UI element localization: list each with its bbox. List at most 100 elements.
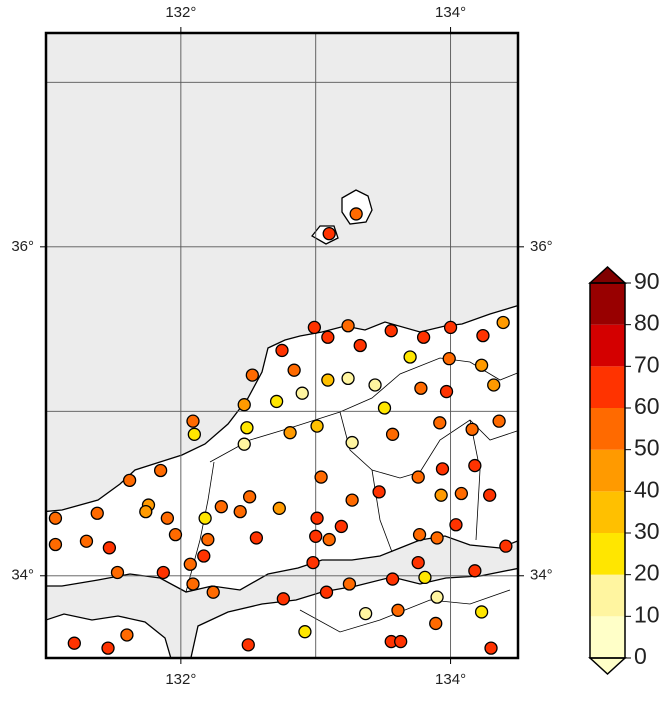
station (435, 462, 450, 476)
station (198, 511, 212, 525)
station (474, 358, 489, 372)
colorbar-tick-label: 90 (634, 268, 660, 294)
station (101, 641, 115, 655)
station (237, 398, 251, 412)
station (403, 350, 417, 364)
station (411, 470, 425, 484)
station (377, 401, 392, 415)
station (160, 511, 175, 525)
station (385, 427, 400, 441)
station (341, 319, 355, 333)
station (385, 572, 400, 586)
colorbar-tick-label: 50 (634, 435, 660, 461)
colorbar-tick-label: 40 (634, 476, 660, 502)
station (342, 577, 357, 591)
station (321, 373, 335, 387)
station (319, 585, 334, 599)
colorbar-tick-label: 30 (634, 518, 660, 544)
colorbar-bin (590, 616, 625, 658)
station (122, 473, 137, 488)
station (186, 577, 200, 591)
x-tick-label: 132° (165, 671, 196, 688)
station (483, 488, 497, 502)
colorbar-bin (590, 283, 625, 325)
station (307, 320, 322, 335)
station (439, 384, 454, 399)
station (249, 531, 264, 545)
station (484, 641, 498, 655)
station (368, 378, 382, 392)
station (276, 592, 290, 606)
station (306, 555, 320, 570)
station (430, 590, 444, 604)
colorbar-tick-label: 80 (634, 310, 660, 336)
colorbar-bin (590, 574, 625, 617)
station (90, 506, 104, 520)
station (349, 207, 363, 221)
colorbar-tick-label: 70 (634, 351, 660, 377)
station (391, 603, 405, 617)
station (321, 330, 335, 344)
station (433, 416, 447, 430)
colorbar-frame (589, 282, 626, 659)
station (48, 511, 63, 525)
station (322, 532, 336, 547)
island-oki-dogo (341, 189, 373, 225)
stations (48, 207, 513, 655)
station (120, 628, 134, 642)
y-tick-label: 36° (11, 238, 34, 255)
station (487, 378, 501, 392)
station (449, 518, 463, 532)
station (233, 504, 247, 519)
station (298, 625, 312, 639)
station (269, 394, 284, 409)
station (201, 532, 215, 547)
station (272, 501, 286, 515)
station (156, 565, 170, 580)
station (48, 537, 63, 552)
station (295, 386, 309, 400)
station (353, 338, 367, 353)
station (474, 605, 489, 619)
station (287, 363, 301, 377)
colorbar-bin (590, 324, 625, 367)
colorbar-tick-label: 60 (634, 393, 660, 419)
station (454, 486, 469, 501)
station (492, 414, 506, 428)
station (430, 531, 444, 545)
colorbar: 0 10 20 30 40 50 60 70 80 90 (588, 265, 660, 676)
station (187, 427, 201, 441)
station (242, 490, 257, 504)
station (443, 320, 458, 335)
station (465, 422, 479, 437)
station (384, 324, 398, 338)
station (345, 493, 359, 507)
station (186, 414, 200, 428)
colorbar-under (588, 657, 627, 676)
station (206, 585, 220, 599)
station (310, 419, 324, 433)
station (197, 549, 211, 563)
graticule: 132° 132° 134° 134° 34° 34° 36° 36° (11, 4, 552, 688)
station (183, 557, 197, 571)
station (139, 504, 153, 519)
colorbar-bin (590, 533, 625, 575)
x-tick-label: 132° (165, 4, 196, 21)
y-tick-label: 34° (530, 567, 553, 584)
colorbar-bin (590, 408, 625, 450)
station (416, 330, 431, 344)
station (275, 343, 289, 358)
station (496, 315, 510, 330)
x-tick-label: 134° (435, 671, 466, 688)
station (168, 527, 183, 542)
station (418, 570, 432, 585)
y-tick-label: 36° (530, 238, 553, 255)
station (309, 529, 323, 543)
station (110, 565, 125, 580)
station (434, 488, 448, 502)
y-tick-label: 34° (11, 567, 34, 584)
station (414, 381, 428, 395)
station (79, 534, 94, 548)
station (283, 426, 297, 440)
station (372, 485, 386, 499)
